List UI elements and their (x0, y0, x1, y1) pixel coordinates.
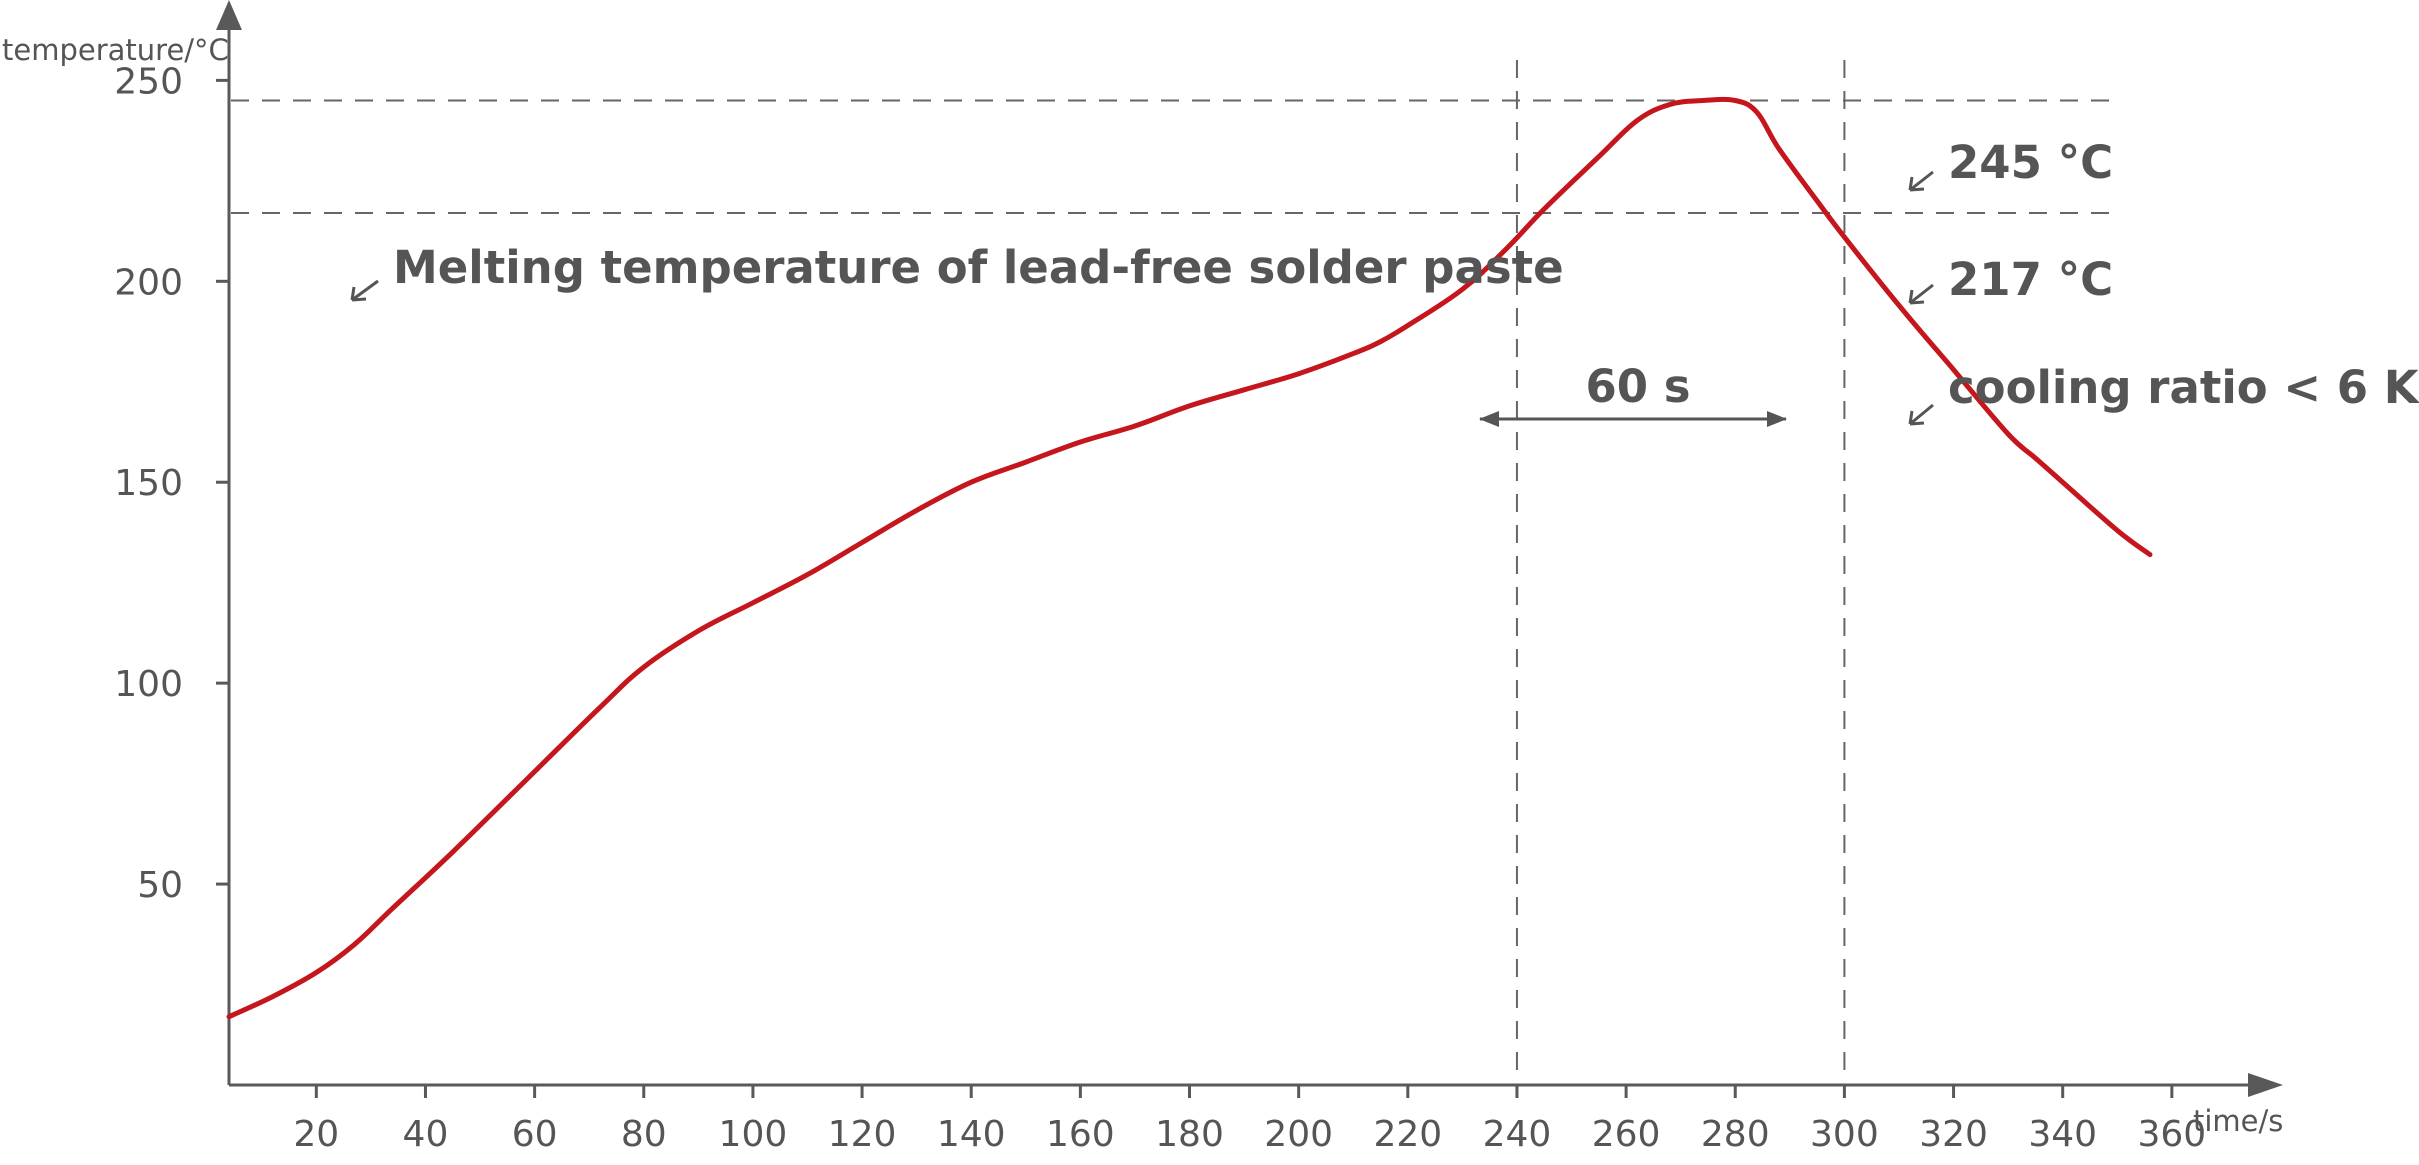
x-tick-label: 180 (1155, 1114, 1224, 1155)
x-tick-label: 100 (719, 1114, 788, 1155)
series (226, 96, 2153, 1020)
x-tick-label: 80 (621, 1114, 667, 1155)
x-tick-label: 20 (293, 1114, 339, 1155)
x-tick-label: 200 (1264, 1114, 1333, 1155)
label-245: 245 °C (1948, 136, 2113, 189)
y-tick-label: 150 (114, 463, 183, 504)
x-tick-label: 260 (1592, 1114, 1661, 1155)
x-tick-label: 160 (1046, 1114, 1115, 1155)
cooling-arrow (1908, 403, 1934, 426)
reference-lines (231, 60, 2110, 1083)
y-tick-label: 50 (137, 865, 183, 906)
x-tick-label: 320 (1919, 1114, 1988, 1155)
x-axis-arrowhead (2248, 1073, 2283, 1097)
y-tick-label: 250 (114, 61, 183, 102)
interval-arrow (1479, 411, 1787, 427)
cooling-annotation: cooling ratio < 6 K/s (1948, 361, 2419, 414)
melting-arrow (350, 279, 379, 302)
series-line-0 (226, 96, 2153, 1020)
ticks: 20 40 60 80 100 120 140 160 180 200 220 240 260 280 30… (114, 61, 2206, 1155)
interval-label: 60 s (1585, 360, 1690, 413)
arrow-245 (1908, 170, 1934, 192)
y-tick-label: 200 (114, 262, 183, 303)
label-217: 217 °C (1948, 253, 2113, 306)
x-tick-label: 40 (403, 1114, 449, 1155)
interval-arrow-left (1479, 411, 1499, 427)
arrow-217 (1908, 283, 1934, 305)
x-tick-label: 140 (937, 1114, 1006, 1155)
x-tick-label: 120 (828, 1114, 897, 1155)
x-tick-label: 240 (1483, 1114, 1552, 1155)
interval-arrow-right (1767, 411, 1787, 427)
y-axis-arrowhead (216, 0, 242, 30)
melting-annotation: Melting temperature of lead-free solder … (393, 241, 1564, 294)
x-tick-label: 300 (1810, 1114, 1879, 1155)
x-tick-label: 220 (1373, 1114, 1442, 1155)
x-tick-label: 280 (1701, 1114, 1770, 1155)
y-axis-label: temperature/°C (2, 33, 229, 67)
x-tick-label: 60 (512, 1114, 558, 1155)
x-axis-label: time/s (2193, 1104, 2283, 1138)
y-tick-label: 100 (114, 664, 183, 705)
x-tick-label: 340 (2028, 1114, 2097, 1155)
x-tick-label: 360 (2137, 1114, 2206, 1155)
axes (216, 0, 2283, 1097)
